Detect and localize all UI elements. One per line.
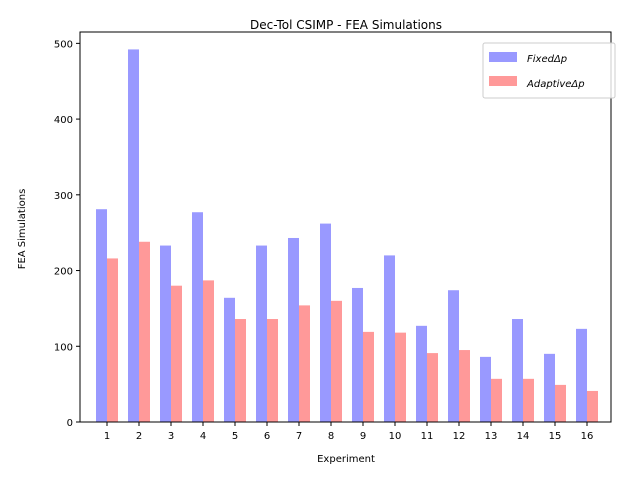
bar-adaptive-4: [203, 280, 214, 422]
bar-fixed-14: [512, 319, 523, 422]
x-tick-label: 3: [168, 431, 174, 442]
x-tick-label: 12: [453, 431, 466, 442]
bar-fixed-11: [416, 325, 427, 422]
bar-adaptive-16: [587, 390, 598, 422]
bar-adaptive-12: [459, 350, 470, 422]
bar-adaptive-15: [555, 384, 566, 422]
x-tick-label: 13: [485, 431, 498, 442]
x-tick-label: 4: [200, 431, 206, 442]
bar-fixed-12: [448, 290, 459, 422]
bar-fixed-9: [352, 287, 363, 422]
bar-fixed-10: [384, 255, 395, 422]
bar-adaptive-3: [171, 285, 182, 422]
bar-fixed-2: [128, 49, 139, 422]
legend-label-fixed: FixedΔp: [527, 54, 567, 65]
bar-fixed-13: [480, 356, 491, 422]
legend-label-adaptive: AdaptiveΔp: [526, 79, 585, 90]
bar-adaptive-5: [235, 319, 246, 422]
x-tick-label: 10: [389, 431, 402, 442]
bar-fixed-1: [96, 209, 107, 422]
bar-adaptive-9: [363, 331, 374, 422]
legend-swatch-fixed: [489, 52, 517, 62]
bar-adaptive-11: [427, 353, 438, 422]
x-tick-label: 6: [264, 431, 270, 442]
x-tick-label: 1: [104, 431, 110, 442]
x-tick-label: 2: [136, 431, 142, 442]
legend-swatch-adaptive: [489, 76, 517, 86]
y-axis: 0 100 200 300 400 500: [54, 39, 80, 429]
bars-group: [96, 49, 598, 422]
bar-fixed-5: [224, 297, 235, 422]
y-tick-label: 0: [67, 418, 73, 429]
x-tick-label: 11: [421, 431, 434, 442]
bar-fixed-7: [288, 237, 299, 422]
bar-adaptive-1: [107, 258, 118, 422]
y-tick-label: 100: [54, 342, 73, 353]
bar-fixed-8: [320, 223, 331, 422]
bar-fixed-15: [544, 353, 555, 422]
chart-title: Dec-Tol CSIMP - FEA Simulations: [250, 18, 442, 32]
x-axis-title: Experiment: [317, 454, 375, 465]
y-axis-title: FEA Simulations: [17, 189, 28, 270]
x-axis: 1 2 3 4 5 6 7 8 9 10 11 12 13 14 15 16: [104, 422, 594, 442]
bar-adaptive-13: [491, 378, 502, 422]
bar-adaptive-14: [523, 378, 534, 422]
bar-adaptive-7: [299, 305, 310, 422]
plot-frame: [79, 31, 612, 423]
bar-fixed-6: [256, 245, 267, 422]
x-tick-label: 7: [296, 431, 302, 442]
bar-adaptive-10: [395, 332, 406, 422]
bar-adaptive-2: [139, 241, 150, 422]
y-tick-label: 400: [54, 115, 73, 126]
bar-adaptive-8: [331, 300, 342, 422]
legend: FixedΔp AdaptiveΔp: [482, 42, 616, 99]
bar-fixed-3: [160, 245, 171, 422]
y-tick-label: 500: [54, 39, 73, 50]
y-tick-label: 200: [54, 267, 73, 278]
y-tick-label: 300: [54, 191, 73, 202]
bar-fixed-16: [576, 328, 587, 422]
x-tick-label: 9: [360, 431, 366, 442]
x-tick-label: 16: [581, 431, 594, 442]
bar-fixed-4: [192, 212, 203, 422]
bar-adaptive-6: [267, 319, 278, 422]
x-tick-label: 5: [232, 431, 238, 442]
x-tick-label: 14: [517, 431, 530, 442]
x-tick-label: 8: [328, 431, 334, 442]
x-tick-label: 15: [549, 431, 562, 442]
